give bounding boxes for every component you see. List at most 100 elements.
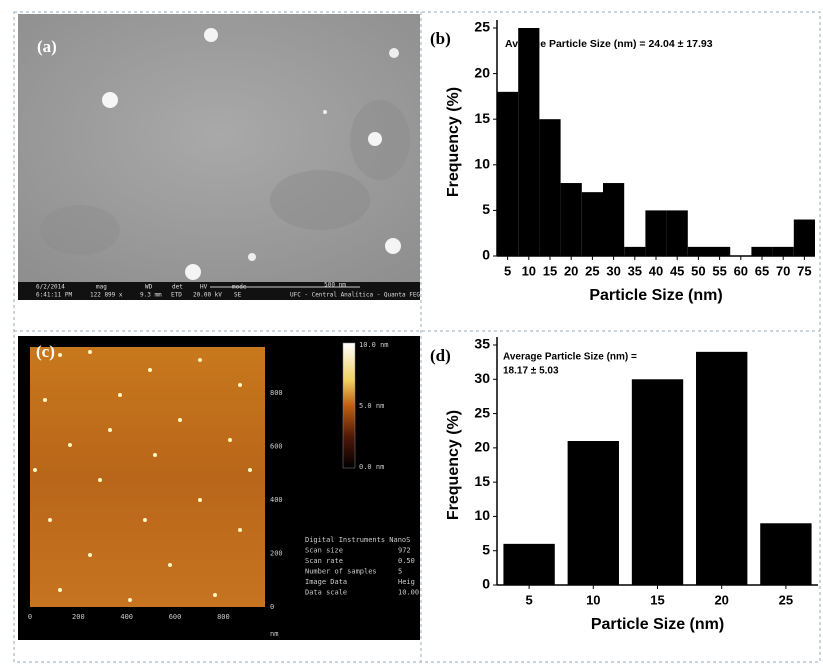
bar <box>603 183 624 256</box>
afm-image <box>18 336 420 640</box>
info-text: mag <box>96 284 107 291</box>
bar <box>561 183 582 256</box>
x-tick-label: 75 <box>797 263 811 278</box>
afm-info: 10.00 <box>398 589 419 597</box>
x-tick-label: 20 <box>564 263 578 278</box>
info-text: UFC - Central Analítica - Quanta FEG <box>290 292 420 299</box>
afm-y-tick: 600 <box>270 443 283 451</box>
bar <box>568 441 619 585</box>
info-text: HV <box>200 284 208 291</box>
bar <box>645 210 666 256</box>
x-tick-label: 15 <box>650 592 664 607</box>
y-tick-label: 10 <box>474 507 490 523</box>
bar <box>688 247 709 256</box>
afm-info: Digital Instruments NanoS <box>305 536 410 544</box>
bar <box>624 247 645 256</box>
x-axis-label: Particle Size (nm) <box>589 287 722 304</box>
panel-label: (d) <box>430 346 451 365</box>
y-tick-label: 20 <box>474 64 490 80</box>
y-tick-label: 25 <box>474 404 490 420</box>
afm-info: 5 <box>398 568 402 576</box>
y-tick-label: 20 <box>474 439 490 455</box>
x-tick-label: 35 <box>628 263 642 278</box>
x-tick-label: 40 <box>649 263 663 278</box>
info-text: det <box>172 284 183 291</box>
afm-x-tick: 200 <box>72 613 85 621</box>
sem-image <box>18 14 420 300</box>
bar <box>760 523 811 585</box>
afm-info: Number of samples <box>305 568 377 576</box>
x-axis-label: Particle Size (nm) <box>591 616 724 633</box>
annotation: Average Particle Size (nm) = 24.04 ± 17.… <box>505 38 713 50</box>
y-tick-label: 35 <box>474 336 490 352</box>
afm-x-tick: 400 <box>120 613 133 621</box>
afm-x-tick: 800 <box>217 613 230 621</box>
afm-y-tick: 800 <box>270 389 283 397</box>
bar <box>503 544 554 585</box>
info-text: 122 899 x <box>90 292 123 299</box>
y-tick-label: 10 <box>474 156 490 172</box>
x-tick-label: 65 <box>755 263 769 278</box>
y-tick-label: 25 <box>474 19 490 35</box>
bar <box>497 92 518 256</box>
figure: (a) 6/2/2014 6:41:11 PM mag 122 899 x WD… <box>0 0 823 666</box>
bar <box>751 247 772 256</box>
info-text: 20.00 kV <box>193 292 222 299</box>
scale-bar-label: 500 nm <box>324 282 346 289</box>
y-tick-label: 30 <box>474 370 490 386</box>
x-tick-label: 20 <box>714 592 728 607</box>
afm-info: Image Data <box>305 578 347 586</box>
info-text: 6:41:11 PM <box>36 292 73 299</box>
afm-info: Scan rate <box>305 557 343 565</box>
bar <box>518 28 539 256</box>
afm-y-tick: 400 <box>270 496 283 504</box>
bar <box>582 192 603 256</box>
annotation: 18.17 ± 5.03 <box>503 366 559 377</box>
bar <box>773 247 794 256</box>
y-axis-label: Frequency (%) <box>445 87 462 197</box>
chart: 5 10 15 20 25 0 5 10 15 20 25 30 35 Particle Size (nm… <box>445 336 818 634</box>
x-tick-label: 30 <box>606 263 620 278</box>
panel-label: (c) <box>36 342 55 361</box>
bar <box>539 119 560 256</box>
info-text: 9.3 mm <box>140 292 162 299</box>
info-text: ETD <box>171 292 182 299</box>
afm-info: Data scale <box>305 589 347 597</box>
x-tick-label: 45 <box>670 263 684 278</box>
afm-x-tick: 0 <box>28 613 32 621</box>
x-tick-label: 25 <box>779 592 793 607</box>
info-text: mode <box>232 284 247 291</box>
axis-unit: nm <box>270 630 278 638</box>
bar <box>794 220 815 256</box>
info-text: SE <box>234 292 242 299</box>
x-tick-label: 25 <box>585 263 599 278</box>
x-tick-label: 15 <box>543 263 557 278</box>
y-tick-label: 15 <box>474 473 490 489</box>
afm-y-tick: 0 <box>270 603 274 611</box>
info-text: WD <box>145 284 153 291</box>
x-tick-label: 55 <box>712 263 726 278</box>
x-tick-label: 5 <box>504 263 511 278</box>
y-tick-label: 5 <box>482 541 490 557</box>
y-axis-label: Frequency (%) <box>445 410 462 520</box>
x-tick-label: 10 <box>522 263 536 278</box>
y-tick-label: 0 <box>482 576 490 592</box>
bar <box>632 379 683 585</box>
afm-y-tick: 200 <box>270 550 283 558</box>
page: {"panel_labels": ["(a)", "(b)", "(c)", "… <box>0 0 823 666</box>
x-tick-label: 60 <box>734 263 748 278</box>
x-tick-label: 50 <box>691 263 705 278</box>
panel-label: (b) <box>430 29 451 48</box>
x-tick-label: 10 <box>586 592 600 607</box>
bar <box>709 247 730 256</box>
afm-info: Scan size <box>305 547 343 555</box>
annotation: Average Particle Size (nm) = <box>503 352 637 363</box>
x-tick-label: 5 <box>525 592 532 607</box>
bar <box>667 210 688 256</box>
y-tick-label: 5 <box>482 201 490 217</box>
afm-info: 972 <box>398 547 411 555</box>
bar <box>696 352 747 585</box>
x-tick-label: 70 <box>776 263 790 278</box>
info-text: 6/2/2014 <box>36 284 65 291</box>
